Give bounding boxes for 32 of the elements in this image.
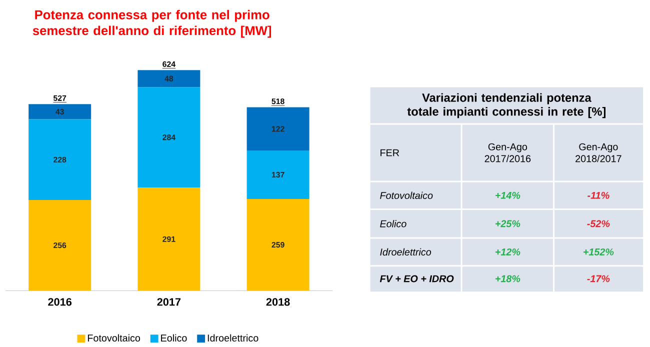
chart-title: Potenza connessa per fonte nel primo semestre dell'anno di riferimento [MW] xyxy=(32,10,272,38)
bar xyxy=(138,188,200,291)
text: Eolico xyxy=(380,220,406,228)
text: +25% xyxy=(496,220,520,228)
x-tick-label: 2017 xyxy=(157,298,181,306)
text: +152% xyxy=(584,248,614,256)
bar xyxy=(138,87,200,188)
text: -11% xyxy=(588,192,610,199)
text: Variazioni tendenziali potenza totale impianti connessi in rete [%] xyxy=(407,93,606,118)
bar xyxy=(246,107,310,150)
bar xyxy=(28,104,92,120)
text: +14% xyxy=(496,192,520,199)
bar xyxy=(28,200,92,291)
text: Fotovoltaico xyxy=(380,192,433,199)
text: -52% xyxy=(587,220,610,228)
bar xyxy=(138,70,200,88)
text: Gen-Ago 2017/2016 xyxy=(484,143,531,162)
text: Gen-Ago 2018/2017 xyxy=(576,143,622,162)
text: -17% xyxy=(587,275,610,282)
legend-label: Idroelettrico xyxy=(208,334,258,342)
bar xyxy=(28,119,92,200)
legend-label: Fotovoltaico xyxy=(88,334,140,342)
bar xyxy=(246,150,310,199)
x-tick-label: 2018 xyxy=(266,298,290,306)
x-tick-label: 2016 xyxy=(48,298,72,306)
text: FER xyxy=(380,149,400,156)
text: +18% xyxy=(496,275,520,282)
legend-label: Eolico xyxy=(161,334,187,342)
text: FV + EO + IDRO xyxy=(380,275,454,282)
bar xyxy=(246,198,310,291)
text: Idroelettrico xyxy=(380,248,432,256)
text: +12% xyxy=(496,248,520,256)
